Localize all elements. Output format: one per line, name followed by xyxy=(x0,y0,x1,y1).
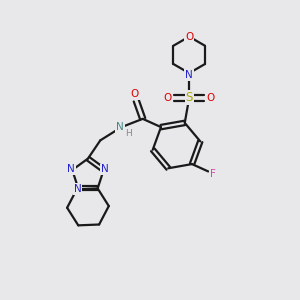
Text: O: O xyxy=(206,93,214,103)
Text: N: N xyxy=(101,164,109,174)
Text: N: N xyxy=(116,122,124,132)
Text: O: O xyxy=(185,32,193,42)
Text: N: N xyxy=(74,184,82,194)
Text: S: S xyxy=(185,92,193,104)
Text: O: O xyxy=(164,93,172,103)
Text: O: O xyxy=(130,89,139,99)
Text: H: H xyxy=(124,129,131,138)
Text: F: F xyxy=(210,169,216,179)
Text: N: N xyxy=(185,70,193,80)
Text: N: N xyxy=(67,164,75,174)
